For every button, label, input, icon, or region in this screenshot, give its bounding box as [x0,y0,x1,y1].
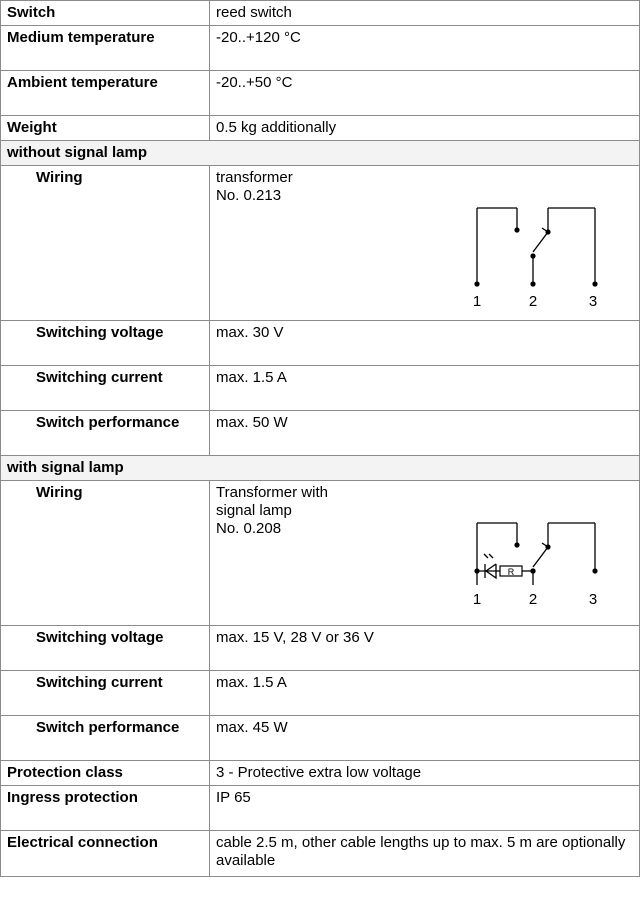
terminal-dot [530,253,536,259]
row-value: transformer No. 0.213 [210,166,640,320]
row-label: Wiring [0,481,210,625]
table-row: with signal lamp [0,455,640,480]
wire [488,553,494,559]
row-value: 3 - Protective extra low voltage [210,761,640,785]
row-label: Ambient temperature [0,71,210,115]
terminal-label: 3 [589,293,597,310]
terminal-dot [530,281,536,287]
wire [541,542,549,548]
wire [541,227,549,233]
row-label: Switching voltage [0,321,210,365]
wire [483,553,489,559]
value-line: max. 15 V, 28 V or 36 V [216,629,374,646]
table-row: Switching voltage max. 30 V [0,320,640,365]
row-label: Ingress protection [0,786,210,830]
table-row: without signal lamp [0,140,640,165]
value-line: cable 2.5 m, other cable lengths up to m… [216,834,626,869]
row-value: cable 2.5 m, other cable lengths up to m… [210,831,640,876]
terminal-dot [514,542,520,548]
value-line: IP 65 [216,789,251,806]
wiring-diagram: R 1 2 3 [473,522,598,608]
table-row: Electrical connection cable 2.5 m, other … [0,830,640,877]
terminal-label: 1 [473,591,481,608]
row-value: Transformer with signal lamp No. 0.208 [210,481,640,625]
wire [532,546,549,568]
table-row: Weight 0.5 kg additionally [0,115,640,140]
terminal-dot [514,227,520,233]
row-label: Switch performance [0,411,210,455]
table-row: Medium temperature -20..+120 °C [0,25,640,70]
wiring-diagram: 1 2 3 [473,207,598,310]
row-label: Switch performance [0,716,210,760]
table-row: Wiring transformer No. 0.213 1 2 3 [0,165,640,320]
row-value: max. 15 V, 28 V or 36 V [210,626,640,670]
value-line: max. 50 W [216,414,288,431]
section-header: without signal lamp [0,141,640,165]
row-value: max. 50 W [210,411,640,455]
resistor-label: R [508,567,515,577]
table-row: Switch performance max. 45 W [0,715,640,760]
value-line: transformer [216,169,293,186]
row-label: Weight [0,116,210,140]
row-value: -20..+50 °C [210,71,640,115]
table-row: Wiring Transformer with signal lamp No. 0.2… [0,480,640,625]
value-line: -20..+50 °C [216,74,293,91]
section-header: with signal lamp [0,456,640,480]
row-value: max. 1.5 A [210,671,640,715]
row-label: Switching voltage [0,626,210,670]
row-label: Protection class [0,761,210,785]
row-value: max. 30 V [210,321,640,365]
terminal-label: 2 [529,293,537,310]
terminal-dot [592,281,598,287]
row-value: reed switch [210,1,640,25]
terminal-label: 3 [589,591,597,608]
table-row: Switching current max. 1.5 A [0,670,640,715]
terminal-label: 1 [473,293,481,310]
row-label: Wiring [0,166,210,320]
row-value: 0.5 kg additionally [210,116,640,140]
value-line: signal lamp [216,502,292,519]
value-line: No. 0.213 [216,187,282,204]
row-label: Medium temperature [0,26,210,70]
row-value: -20..+120 °C [210,26,640,70]
row-value: max. 45 W [210,716,640,760]
table-row: Ingress protection IP 65 [0,785,640,830]
row-label: Electrical connection [0,831,210,876]
table-row: Protection class 3 - Protective extra low… [0,760,640,785]
value-line: max. 45 W [216,719,288,736]
row-value: max. 1.5 A [210,366,640,410]
terminal-dot [474,281,480,287]
value-line: max. 1.5 A [216,369,287,386]
value-line: Transformer with [216,484,328,501]
value-line: 0.5 kg additionally [216,119,337,136]
value-line: 3 - Protective extra low voltage [216,764,422,781]
value-line: No. 0.208 [216,520,282,537]
value-line: max. 1.5 A [216,674,287,691]
table-row: Switching current max. 1.5 A [0,365,640,410]
wire [532,231,549,253]
value-line: max. 30 V [216,324,284,341]
row-value: IP 65 [210,786,640,830]
table-row: Ambient temperature -20..+50 °C [0,70,640,115]
value-line: -20..+120 °C [216,29,301,46]
terminal-label: 2 [529,591,537,608]
table-row: Switch performance max. 50 W [0,410,640,455]
table-row: Switch reed switch [0,0,640,25]
row-label: Switching current [0,366,210,410]
terminal-dot [592,568,598,574]
value-line: reed switch [216,4,292,21]
row-label: Switch [0,1,210,25]
table-row: Switching voltage max. 15 V, 28 V or 36 V [0,625,640,670]
row-label: Switching current [0,671,210,715]
